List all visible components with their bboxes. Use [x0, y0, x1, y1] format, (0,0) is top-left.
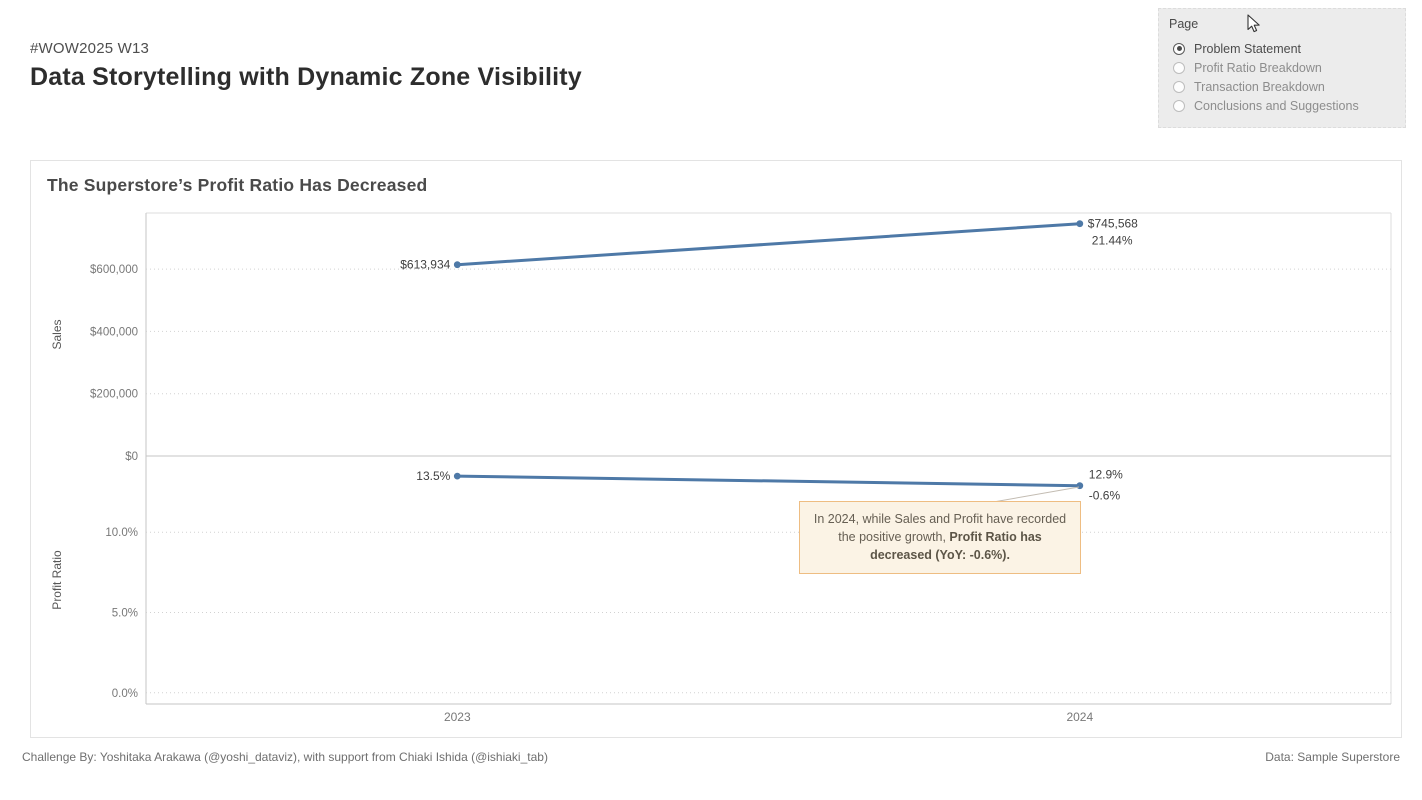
challenge-tag: #WOW2025 W13: [30, 40, 150, 57]
sales-point-label: $745,568: [1088, 217, 1138, 231]
sales-point-marker[interactable]: [1076, 220, 1084, 228]
y-tick-label: $0: [125, 451, 138, 463]
radio-unselected-icon[interactable]: [1173, 80, 1185, 93]
page-title: Data Storytelling with Dynamic Zone Visi…: [30, 63, 582, 91]
dashboard-header: #WOW2025 W13 Data Storytelling with Dyna…: [30, 40, 582, 92]
profit-ratio-point-marker[interactable]: [453, 472, 461, 480]
mouse-cursor-icon: [1247, 14, 1260, 33]
radio-selected-icon[interactable]: [1173, 42, 1185, 55]
y-axis-title: Profit Ratio: [50, 550, 64, 610]
y-tick-label: $400,000: [90, 326, 138, 338]
x-tick-label: 2023: [444, 710, 471, 724]
y-tick-label: $600,000: [90, 264, 138, 276]
radio-label: Problem Statement: [1194, 41, 1301, 56]
radio-label: Transaction Breakdown: [1194, 79, 1325, 94]
y-axis-title: Sales: [50, 319, 64, 349]
profit-ratio-point-label: 13.5%: [416, 469, 450, 483]
page-option-profit-ratio-breakdown[interactable]: Profit Ratio Breakdown: [1169, 58, 1395, 77]
radio-unselected-icon[interactable]: [1173, 61, 1185, 74]
sales-line[interactable]: [455, 222, 1082, 267]
chart-title: The Superstore’s Profit Ratio Has Decrea…: [47, 175, 428, 195]
page-panel-title: Page: [1169, 17, 1199, 31]
radio-unselected-icon[interactable]: [1173, 99, 1185, 112]
annotation-text: In 2024, while Sales and Profit have rec…: [813, 512, 1067, 544]
annotation-text-bold: Profit Ratio has decreased (YoY: -0.6%).: [870, 529, 1042, 562]
footer-data-source: Data: Sample Superstore: [1265, 750, 1400, 764]
sales-point-label: $613,934: [400, 258, 450, 272]
page-option-transaction-breakdown[interactable]: Transaction Breakdown: [1169, 77, 1395, 96]
page-selector-panel: Page Problem Statement Profit Ratio Brea…: [1158, 8, 1406, 128]
y-tick-label: $200,000: [90, 389, 138, 401]
y-tick-label: 0.0%: [112, 688, 138, 700]
chart-canvas[interactable]: $0 $200,000 $400,000 $600,000 Sales $613,934 $…: [31, 161, 1403, 739]
radio-label: Profit Ratio Breakdown: [1194, 60, 1322, 75]
chart-card: $0 $200,000 $400,000 $600,000 Sales $613,934 $…: [30, 160, 1402, 738]
radio-label: Conclusions and Suggestions: [1194, 98, 1359, 113]
profit-ratio-yoy-label: -0.6%: [1089, 489, 1121, 503]
footer-credit: Challenge By: Yoshitaka Arakawa (@yoshi_…: [22, 750, 548, 764]
profit-ratio-line[interactable]: [455, 474, 1082, 488]
annotation-box[interactable]: In 2024, while Sales and Profit have rec…: [799, 501, 1081, 575]
sales-yoy-label: 21.44%: [1092, 234, 1133, 248]
dashboard-footer: Challenge By: Yoshitaka Arakawa (@yoshi_…: [22, 750, 1400, 764]
sales-point-marker[interactable]: [453, 261, 461, 269]
page-option-problem-statement[interactable]: Problem Statement: [1169, 39, 1395, 58]
profit-ratio-point-marker[interactable]: [1076, 482, 1084, 490]
y-tick-label: 5.0%: [112, 608, 138, 620]
page-option-conclusions-suggestions[interactable]: Conclusions and Suggestions: [1169, 96, 1395, 115]
y-tick-label: 10.0%: [105, 527, 138, 539]
profit-ratio-point-label: 12.9%: [1089, 468, 1123, 482]
x-tick-label: 2024: [1066, 710, 1093, 724]
